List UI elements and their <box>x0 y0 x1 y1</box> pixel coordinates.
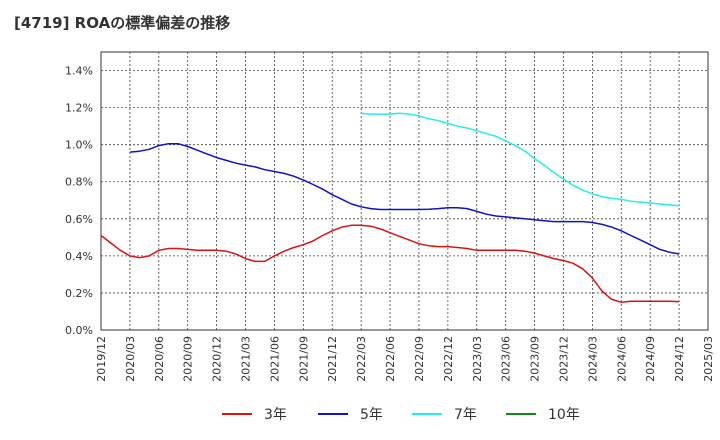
y-tick-label: 0.8% <box>65 176 93 189</box>
x-tick-label: 2021/06 <box>268 336 281 382</box>
x-tick-label: 2020/03 <box>124 336 137 382</box>
chart-title: [4719] ROAの標準偏差の推移 <box>14 14 231 32</box>
x-tick-label: 2024/12 <box>673 336 686 382</box>
y-tick-label: 0.6% <box>65 213 93 226</box>
y-tick-label: 1.0% <box>65 139 93 152</box>
x-tick-label: 2023/03 <box>471 336 484 382</box>
x-tick-label: 2021/09 <box>297 336 310 382</box>
y-tick-label: 1.2% <box>65 102 93 115</box>
legend-label: 10年 <box>548 407 580 423</box>
x-tick-label: 2025/03 <box>702 336 715 382</box>
x-tick-label: 2019/12 <box>95 336 108 382</box>
y-tick-label: 0.0% <box>65 324 93 337</box>
y-tick-label: 0.4% <box>65 250 93 263</box>
x-tick-label: 2021/03 <box>240 336 253 382</box>
x-tick-label: 2023/09 <box>529 336 542 382</box>
series-line-5年 <box>129 142 680 255</box>
series-lines <box>100 112 680 303</box>
legend: 3年 5年 7年 10年 <box>222 407 580 423</box>
x-tick-label: 2023/12 <box>557 336 570 382</box>
y-axis: 0.0% 0.2% 0.4% 0.6% 0.8% 1.0% 1.2% 1.4% <box>65 65 93 337</box>
x-tick-label: 2022/06 <box>384 336 397 382</box>
x-tick-label: 2022/09 <box>413 336 426 382</box>
legend-label: 5年 <box>360 407 383 423</box>
legend-label: 7年 <box>454 407 477 423</box>
grid-lines <box>101 52 708 330</box>
x-tick-label: 2021/12 <box>326 336 339 382</box>
x-axis: 2019/12 2020/03 2020/06 2020/09 2020/12 2021/… <box>95 336 715 382</box>
y-tick-label: 1.4% <box>65 65 93 78</box>
x-tick-label: 2020/06 <box>153 336 166 382</box>
series-line-7年 <box>361 112 680 207</box>
series-line-3年 <box>100 224 680 303</box>
x-tick-label: 2024/09 <box>644 336 657 382</box>
x-tick-label: 2022/03 <box>355 336 368 382</box>
x-tick-label: 2020/12 <box>211 336 224 382</box>
x-tick-label: 2023/06 <box>500 336 513 382</box>
x-tick-label: 2024/03 <box>586 336 599 382</box>
x-tick-label: 2020/09 <box>182 336 195 382</box>
x-tick-label: 2024/06 <box>615 336 628 382</box>
y-tick-label: 0.2% <box>65 287 93 300</box>
plot-area <box>100 51 709 331</box>
legend-label: 3年 <box>264 407 287 423</box>
x-tick-label: 2022/12 <box>442 336 455 382</box>
